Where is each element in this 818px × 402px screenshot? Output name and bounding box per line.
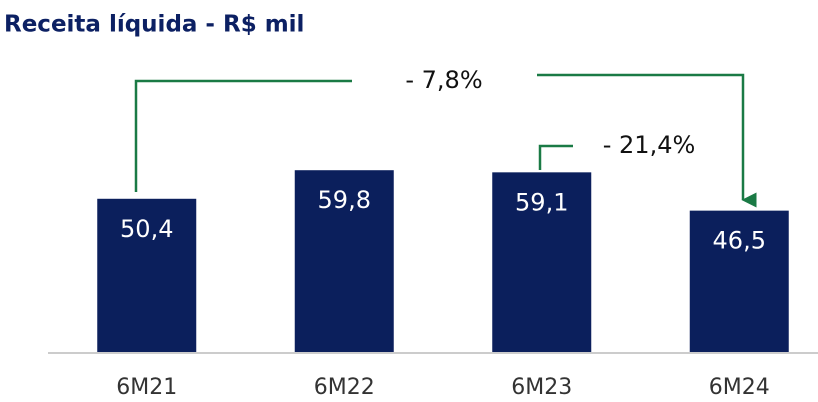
value-label: 59,8 <box>318 186 371 214</box>
bracket <box>538 144 573 170</box>
value-label: 59,1 <box>515 188 568 216</box>
bar <box>294 170 394 352</box>
annotation: - 7,8% <box>405 66 482 94</box>
x-tick-label: 6M24 <box>709 375 770 400</box>
x-tick-label: 6M22 <box>314 375 375 400</box>
bar <box>689 210 789 352</box>
x-tick-label: 6M21 <box>116 375 177 400</box>
bar <box>97 198 197 352</box>
chart-title: Receita líquida - R$ mil <box>4 12 304 38</box>
bar <box>492 172 592 352</box>
value-label: 46,5 <box>713 227 766 255</box>
value-label: 50,4 <box>120 215 173 243</box>
annotation: - 21,4% <box>603 131 696 159</box>
bracket <box>134 79 352 192</box>
x-tick-label: 6M23 <box>511 375 572 400</box>
bracket-arrow <box>537 73 757 208</box>
